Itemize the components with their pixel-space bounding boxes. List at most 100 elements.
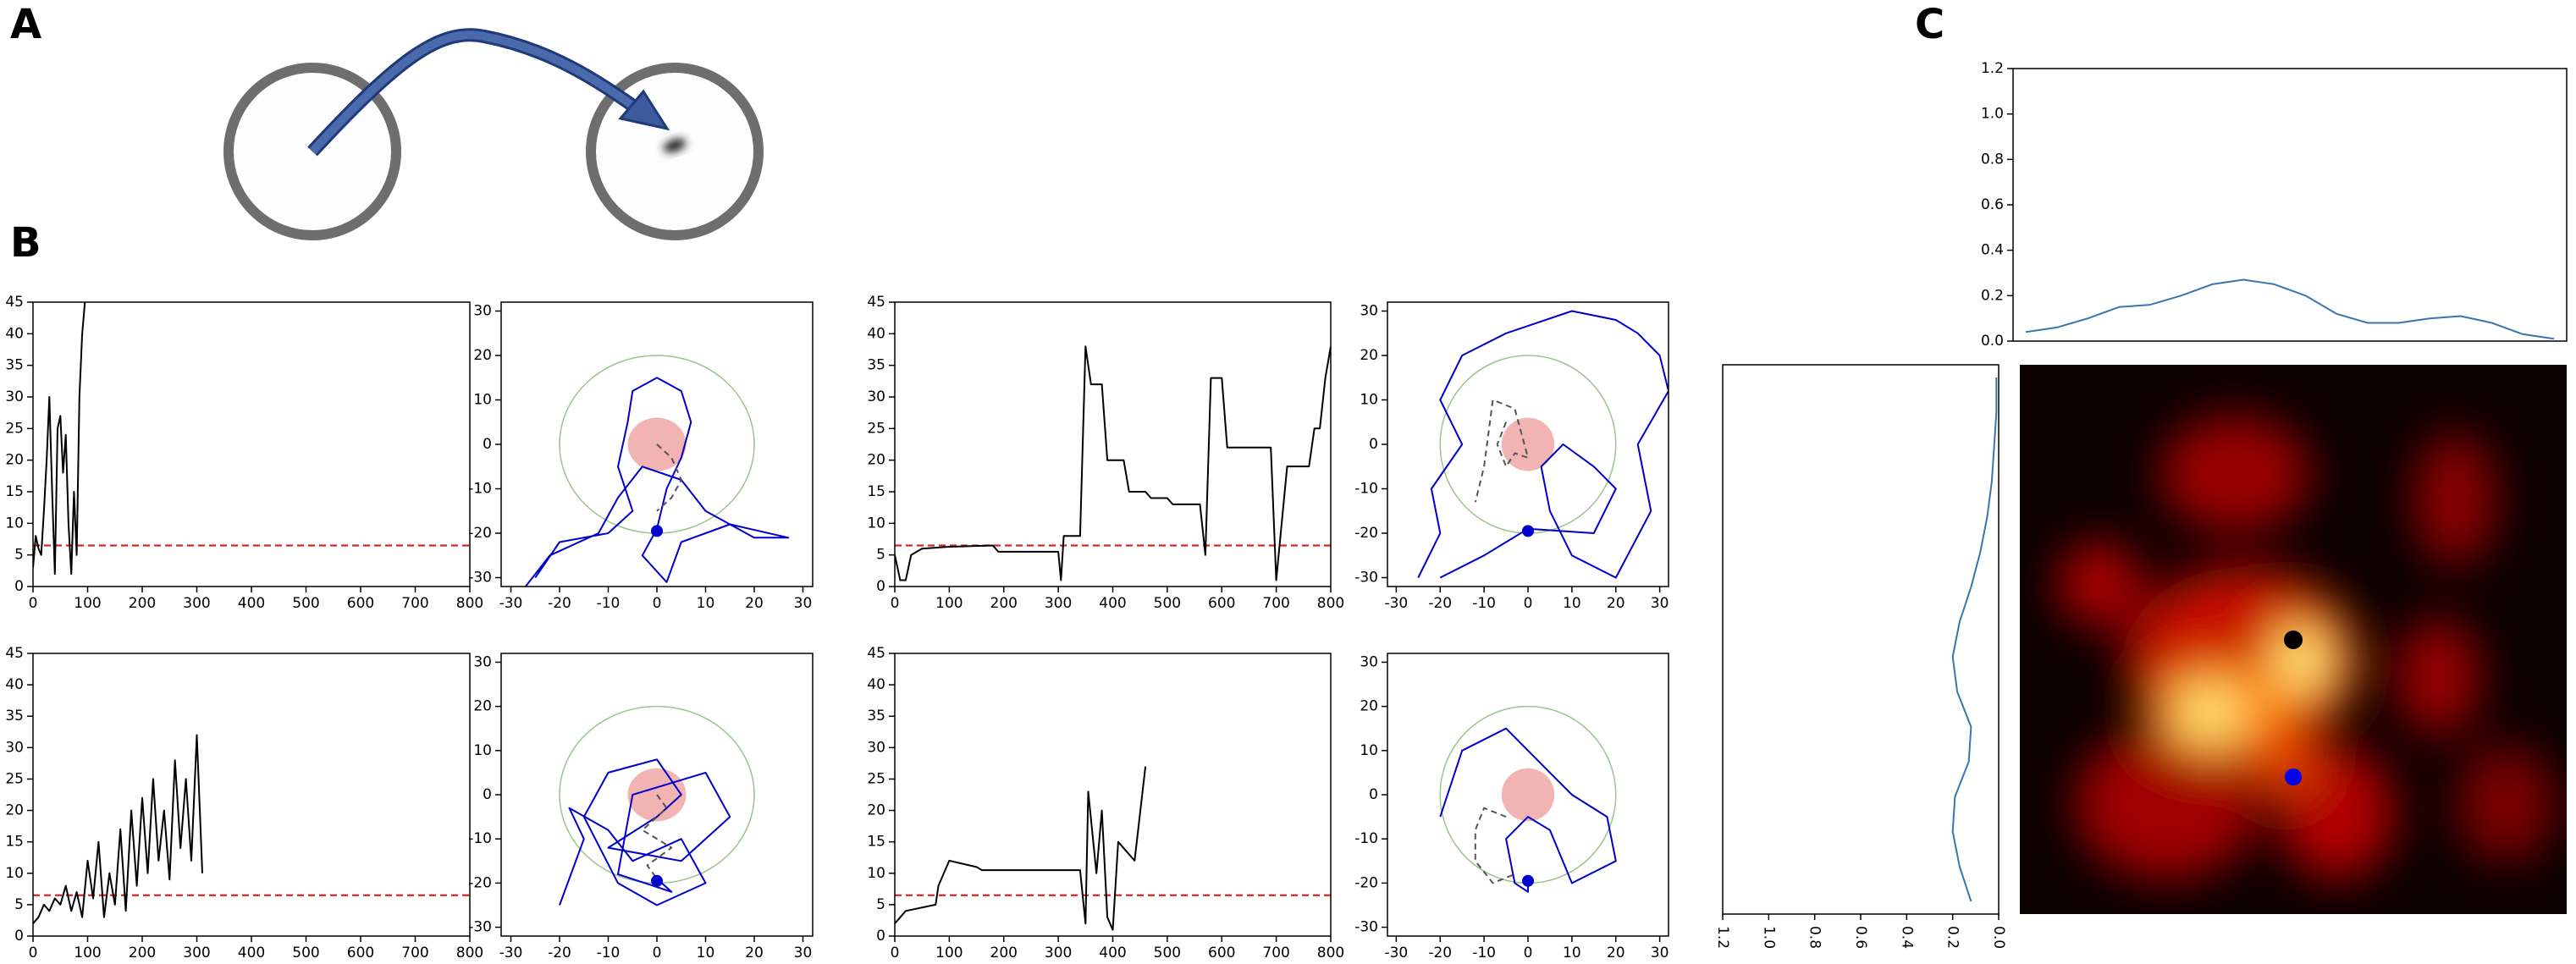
x-tick-label: 20 xyxy=(1607,945,1625,961)
trace-line xyxy=(1951,377,1998,902)
x-tick-label: -10 xyxy=(597,945,621,961)
x-tick-label: 200 xyxy=(129,945,156,961)
reward-point xyxy=(2284,631,2303,649)
start-point xyxy=(1522,525,1534,537)
plot-area xyxy=(33,734,470,924)
x-tick-label: 400 xyxy=(238,595,265,612)
x-tick-label: 500 xyxy=(1154,595,1181,612)
plot-area xyxy=(1439,705,1617,893)
y-tick-label: 1.2 xyxy=(1981,60,2004,77)
y-tick-label: 20 xyxy=(1360,698,1378,715)
x-tick-label: 20 xyxy=(1607,595,1625,612)
y-tick-label: 35 xyxy=(867,708,885,724)
x-tick-label: -30 xyxy=(1384,945,1408,961)
y-tick-label: 0 xyxy=(483,436,492,453)
y-tick-label: 0.0 xyxy=(1981,333,2004,350)
y-tick-label: -20 xyxy=(1354,874,1378,891)
x-tick-label: 200 xyxy=(990,945,1018,961)
heatmap-blobs xyxy=(2057,415,2557,880)
x-tick-label: 30 xyxy=(794,945,813,961)
plot-area xyxy=(895,766,1331,931)
y-tick-label: 30 xyxy=(867,388,885,405)
x-tick-label: 600 xyxy=(347,945,374,961)
axes-frame xyxy=(1722,364,2000,915)
plot-area xyxy=(2025,278,2555,340)
y-tick-label: -30 xyxy=(468,570,492,587)
y-tick-label: -10 xyxy=(1354,830,1378,847)
x-tick-label: -30 xyxy=(499,595,523,612)
x-tick-label: 10 xyxy=(697,595,715,612)
y-tick-label: 0 xyxy=(14,578,24,595)
start-point xyxy=(651,525,663,537)
x-tick-label: 10 xyxy=(1563,595,1581,612)
y-tick-label: 45 xyxy=(5,645,24,662)
x-tick-label: 400 xyxy=(1099,595,1126,612)
y-tick-label: 0 xyxy=(1369,786,1378,803)
y-tick-label: -10 xyxy=(468,481,492,498)
y-tick-label: 25 xyxy=(867,770,885,787)
panel-label: B xyxy=(10,219,41,267)
x-tick-label: 600 xyxy=(1208,945,1235,961)
x-tick-label: 800 xyxy=(1317,945,1344,961)
y-tick-label: 25 xyxy=(867,420,885,437)
y-tick-label: 0 xyxy=(14,928,24,945)
y-tick-label: -20 xyxy=(468,874,492,891)
plot-area xyxy=(895,345,1331,581)
y-tick-label: 0.6 xyxy=(1981,196,2004,213)
y-tick-label: 10 xyxy=(473,742,492,759)
y-tick-label: 30 xyxy=(1360,653,1378,670)
y-tick-label: 45 xyxy=(5,294,24,311)
x-tick-label: 0 xyxy=(29,595,38,612)
x-tick-label: 0 xyxy=(653,945,662,961)
path-trace-dashed xyxy=(641,794,673,879)
y-tick-label: 30 xyxy=(473,303,492,320)
panel-label: A xyxy=(10,1,41,48)
y-tick-label: 0.8 xyxy=(1981,151,2004,168)
x-tick-label: 0.8 xyxy=(1807,926,1823,949)
y-tick-label: 15 xyxy=(867,483,885,500)
axes-frame xyxy=(1387,301,1669,587)
y-tick-label: 40 xyxy=(867,325,885,342)
x-tick-label: 700 xyxy=(1262,945,1289,961)
y-tick-label: 35 xyxy=(867,357,885,374)
y-tick-label: -30 xyxy=(1354,919,1378,936)
arrow xyxy=(309,30,639,155)
x-tick-label: -20 xyxy=(1428,595,1452,612)
trace-line xyxy=(895,766,1147,931)
x-tick-label: 700 xyxy=(1262,595,1289,612)
schematic xyxy=(223,28,764,240)
x-tick-label: 800 xyxy=(456,595,483,612)
y-tick-label: 35 xyxy=(5,708,24,724)
y-tick-label: -20 xyxy=(1354,525,1378,542)
y-tick-label: 10 xyxy=(867,865,885,882)
x-tick-label: 600 xyxy=(1208,595,1235,612)
y-tick-label: 15 xyxy=(5,834,24,851)
x-tick-label: 100 xyxy=(74,945,101,961)
x-tick-label: 0 xyxy=(29,945,38,961)
y-tick-label: 15 xyxy=(867,834,885,851)
x-tick-label: 1.2 xyxy=(1714,926,1731,949)
x-tick-label: 0.6 xyxy=(1852,926,1869,949)
y-tick-label: 20 xyxy=(5,452,24,469)
y-tick-label: 0 xyxy=(876,928,885,945)
x-tick-label: 10 xyxy=(1563,945,1581,961)
x-tick-label: 0.4 xyxy=(1898,926,1915,949)
path-trace-dashed xyxy=(656,443,682,512)
axes-frame xyxy=(894,301,1332,587)
y-tick-label: 10 xyxy=(1360,742,1378,759)
y-tick-label: 5 xyxy=(14,547,24,564)
x-tick-label: 300 xyxy=(1045,595,1072,612)
axes-frame xyxy=(32,653,471,937)
trace-line xyxy=(1417,310,1669,579)
path-trace-dashed xyxy=(1474,807,1515,884)
y-tick-label: 30 xyxy=(867,739,885,756)
x-tick-label: 300 xyxy=(183,595,210,612)
x-tick-label: 500 xyxy=(292,595,319,612)
x-tick-label: 400 xyxy=(1099,945,1126,961)
x-tick-label: 400 xyxy=(238,945,265,961)
trace-line xyxy=(2025,278,2555,340)
y-tick-label: 0 xyxy=(483,786,492,803)
y-tick-label: -30 xyxy=(1354,570,1378,587)
y-tick-label: 20 xyxy=(1360,347,1378,364)
trace-line xyxy=(895,345,1331,581)
